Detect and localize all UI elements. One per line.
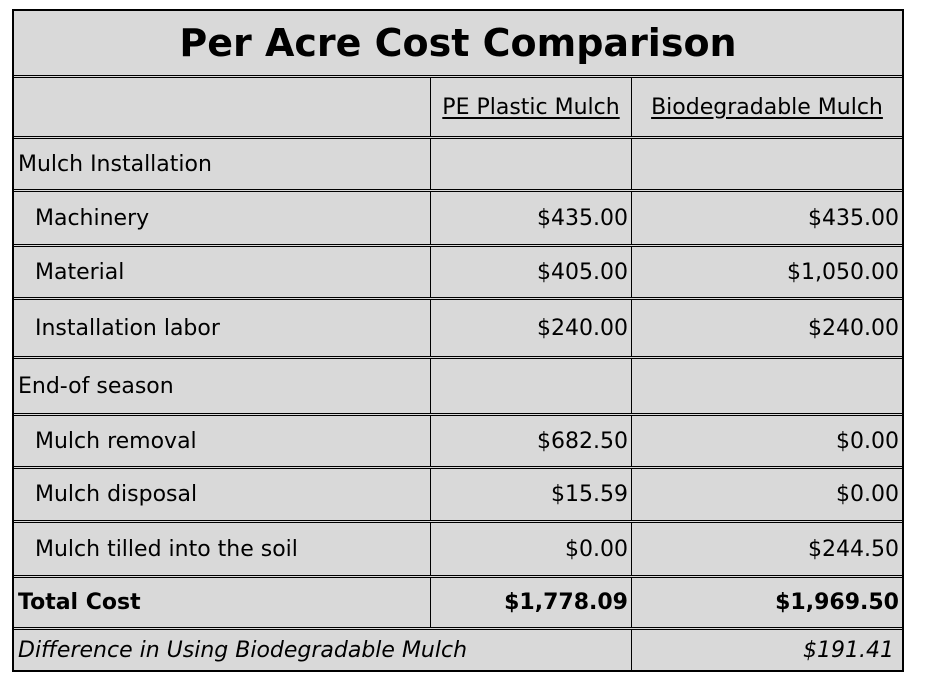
table-row-mulch-removal: Mulch removal $682.50 $0.00 [14, 413, 902, 466]
row-label: Mulch tilled into the soil [35, 536, 298, 562]
header-row: PE Plastic Mulch Biodegradable Mulch [14, 75, 902, 136]
bio-value: $240.00 [631, 300, 902, 356]
cost-comparison-table: Per Acre Cost Comparison PE Plastic Mulc… [12, 9, 904, 672]
row-label: Machinery [35, 205, 150, 231]
pe-value [430, 139, 631, 189]
header-empty-cell [14, 78, 430, 136]
header-bio-label: Biodegradable Mulch [651, 94, 883, 120]
pe-value: $435.00 [430, 192, 631, 244]
bio-value: $0.00 [631, 469, 902, 520]
difference-value: $191.41 [631, 630, 902, 670]
total-row: Total Cost $1,778.09 $1,969.50 [14, 575, 902, 627]
row-label: End-of season [18, 373, 174, 399]
total-pe-value: $1,778.09 [430, 578, 631, 627]
total-bio-value: $1,969.50 [631, 578, 902, 627]
header-pe-cell: PE Plastic Mulch [430, 78, 631, 136]
bio-value: $435.00 [631, 192, 902, 244]
table-row-material: Material $405.00 $1,050.00 [14, 244, 902, 297]
total-label: Total Cost [18, 590, 141, 615]
pe-value: $15.59 [430, 469, 631, 520]
pe-value: $405.00 [430, 247, 631, 297]
row-label: Mulch removal [35, 428, 197, 454]
table-row-mulch-disposal: Mulch disposal $15.59 $0.00 [14, 466, 902, 520]
section-row-installation: Mulch Installation [14, 136, 902, 189]
difference-row: Difference in Using Biodegradable Mulch … [14, 627, 902, 670]
table-row-installation-labor: Installation labor $240.00 $240.00 [14, 297, 902, 356]
header-bio-cell: Biodegradable Mulch [631, 78, 902, 136]
row-label: Material [35, 259, 125, 285]
bio-value [631, 139, 902, 189]
pe-value: $682.50 [430, 416, 631, 466]
header-pe-label: PE Plastic Mulch [442, 94, 620, 120]
bio-value: $0.00 [631, 416, 902, 466]
row-label: Installation labor [35, 315, 220, 341]
pe-value: $240.00 [430, 300, 631, 356]
bio-value: $1,050.00 [631, 247, 902, 297]
pe-value [430, 359, 631, 413]
row-label: Mulch Installation [18, 151, 212, 177]
table-row-mulch-tilled: Mulch tilled into the soil $0.00 $244.50 [14, 520, 902, 575]
table-row-machinery: Machinery $435.00 $435.00 [14, 189, 902, 244]
bio-value [631, 359, 902, 413]
row-label: Mulch disposal [35, 482, 198, 507]
difference-label: Difference in Using Biodegradable Mulch [18, 637, 468, 663]
table-title: Per Acre Cost Comparison [179, 21, 737, 65]
pe-value: $0.00 [430, 523, 631, 575]
bio-value: $244.50 [631, 523, 902, 575]
section-row-end-of-season: End-of season [14, 356, 902, 413]
